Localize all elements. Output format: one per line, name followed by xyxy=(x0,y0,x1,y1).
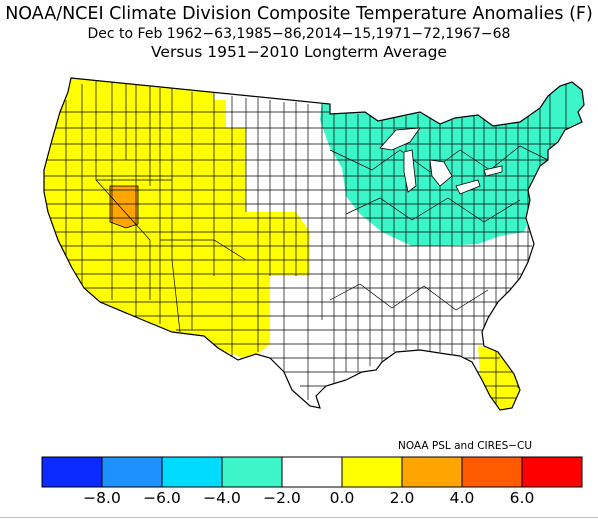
lake-ontario xyxy=(483,165,503,177)
nevada-warmer-region xyxy=(109,185,139,229)
bottom-divider xyxy=(0,517,598,518)
legend-swatch-9 xyxy=(521,456,583,488)
legend-swatch-6 xyxy=(341,456,403,488)
legend-swatch-4 xyxy=(221,456,283,488)
legend-swatch-8 xyxy=(461,456,523,488)
legend-tick-label: 2.0 xyxy=(389,489,415,507)
florida-warm-region xyxy=(478,346,520,410)
lake-superior xyxy=(379,127,421,151)
anomaly-color-legend xyxy=(41,456,583,488)
legend-swatch-2 xyxy=(101,456,163,488)
map-title: NOAA/NCEI Climate Division Composite Tem… xyxy=(5,4,593,24)
map-subtitle-period: Dec to Feb 1962−63,1985−86,2014−15,1971−… xyxy=(87,26,511,42)
legend-swatch-1 xyxy=(41,456,103,488)
legend-swatch-7 xyxy=(401,456,463,488)
legend-tick-label: −2.0 xyxy=(263,489,301,507)
legend-tick-label: −6.0 xyxy=(143,489,181,507)
legend-swatch-3 xyxy=(161,456,223,488)
legend-tick-label: 4.0 xyxy=(449,489,475,507)
legend-tick-label: −4.0 xyxy=(203,489,241,507)
legend-tick-label: −8.0 xyxy=(83,489,121,507)
lake-erie xyxy=(455,179,481,195)
west-warm-region xyxy=(44,78,310,360)
us-outline xyxy=(43,77,585,411)
lake-michigan xyxy=(403,149,417,193)
data-credit: NOAA PSL and CIRES−CU xyxy=(398,440,533,452)
division-boundaries xyxy=(44,78,580,404)
lake-huron xyxy=(429,159,453,187)
legend-tick-label: 0.0 xyxy=(329,489,355,507)
legend-swatch-5 xyxy=(281,456,343,488)
legend-tick-label: 6.0 xyxy=(509,489,535,507)
map-subtitle-baseline: Versus 1951−2010 Longterm Average xyxy=(151,43,447,61)
